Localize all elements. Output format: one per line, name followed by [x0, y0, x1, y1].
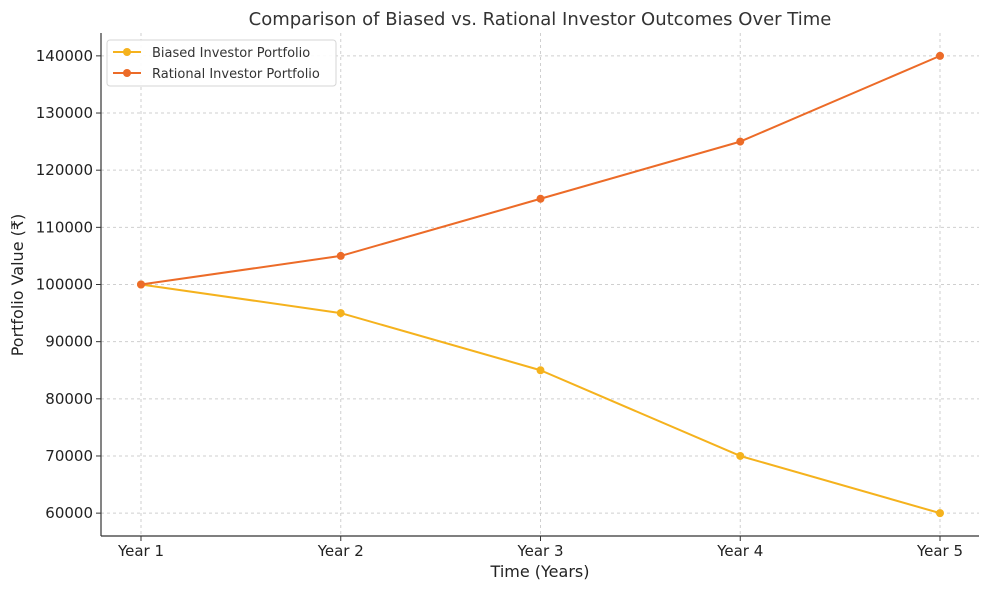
y-tick-label: 70000 [45, 447, 93, 465]
y-tick-label: 80000 [45, 390, 93, 408]
y-tick-label: 90000 [45, 333, 93, 351]
legend-marker [123, 48, 131, 56]
legend-box [106, 39, 337, 87]
y-tick-label: 140000 [36, 47, 93, 65]
legend: Biased Investor Portfolio Rational Invest… [106, 39, 337, 87]
data-point [736, 451, 745, 460]
y-tick-label: 130000 [36, 104, 93, 122]
series-layer [137, 51, 944, 518]
data-point [536, 194, 545, 203]
x-axis-ticks: Year 1 Year 2 Year 3 Year 4 Year 5 [117, 536, 963, 560]
x-tick-label: Year 4 [716, 542, 763, 560]
x-tick-label: Year 2 [317, 542, 364, 560]
data-point [336, 251, 345, 260]
legend-label: Biased Investor Portfolio [152, 46, 310, 61]
series-1 [137, 51, 944, 289]
data-point [736, 137, 745, 146]
chart-title: Comparison of Biased vs. Rational Invest… [249, 9, 832, 30]
x-axis-label: Time (Years) [490, 562, 590, 581]
y-tick-label: 120000 [36, 161, 93, 179]
grid [101, 33, 979, 536]
y-tick-label: 100000 [36, 276, 93, 294]
legend-entry: Rational Investor Portfolio [113, 67, 320, 82]
legend-entry: Biased Investor Portfolio [113, 46, 310, 61]
y-axis-ticks: 60000 70000 80000 90000 100000 110000 120000 13… [36, 47, 101, 522]
x-tick-label: Year 5 [916, 542, 963, 560]
data-point [936, 51, 944, 60]
y-tick-label: 110000 [36, 218, 93, 236]
x-tick-label: Year 3 [516, 542, 563, 560]
data-point [137, 280, 145, 289]
y-axis-label: Portfolio Value (₹) [8, 214, 27, 357]
data-point [336, 309, 345, 318]
x-tick-label: Year 1 [117, 542, 164, 560]
data-point [936, 509, 944, 518]
legend-label: Rational Investor Portfolio [152, 67, 320, 82]
data-point [536, 366, 545, 375]
y-tick-label: 60000 [45, 504, 93, 522]
legend-marker [123, 69, 131, 77]
